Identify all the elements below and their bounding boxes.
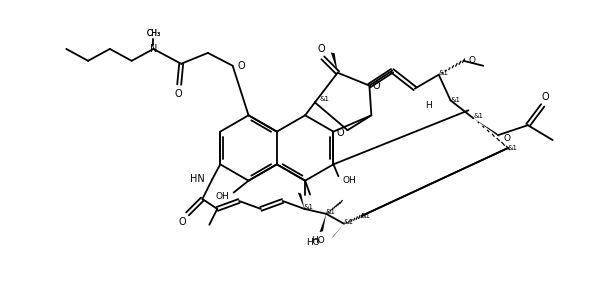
Polygon shape (331, 52, 337, 73)
Text: O: O (317, 44, 325, 54)
Text: CH₃: CH₃ (147, 29, 161, 38)
Text: N: N (150, 44, 157, 54)
Polygon shape (320, 214, 326, 232)
Text: OH: OH (216, 192, 230, 201)
Polygon shape (331, 224, 344, 239)
Text: O: O (174, 88, 182, 98)
Text: &1: &1 (325, 209, 335, 215)
Text: O: O (179, 217, 187, 227)
Text: &1: &1 (303, 204, 313, 210)
Text: &1: &1 (361, 213, 371, 219)
Text: CH₃: CH₃ (147, 29, 161, 38)
Text: H: H (426, 101, 432, 110)
Text: O: O (337, 128, 345, 138)
Text: O: O (542, 93, 550, 103)
Text: HN: HN (190, 174, 204, 184)
Text: &1: &1 (451, 98, 460, 103)
Text: &1: &1 (474, 113, 483, 119)
Polygon shape (474, 118, 499, 137)
Polygon shape (298, 193, 305, 209)
Text: O: O (238, 61, 245, 71)
Text: OH: OH (342, 176, 356, 185)
Text: O: O (468, 56, 475, 65)
Text: &1: &1 (438, 70, 449, 76)
Text: &1: &1 (343, 219, 353, 225)
Text: &1: &1 (320, 96, 330, 103)
Text: O: O (503, 134, 510, 143)
Text: O: O (372, 81, 380, 91)
Text: HO: HO (306, 238, 320, 247)
Text: HO: HO (311, 236, 325, 245)
Text: &1: &1 (508, 145, 518, 151)
